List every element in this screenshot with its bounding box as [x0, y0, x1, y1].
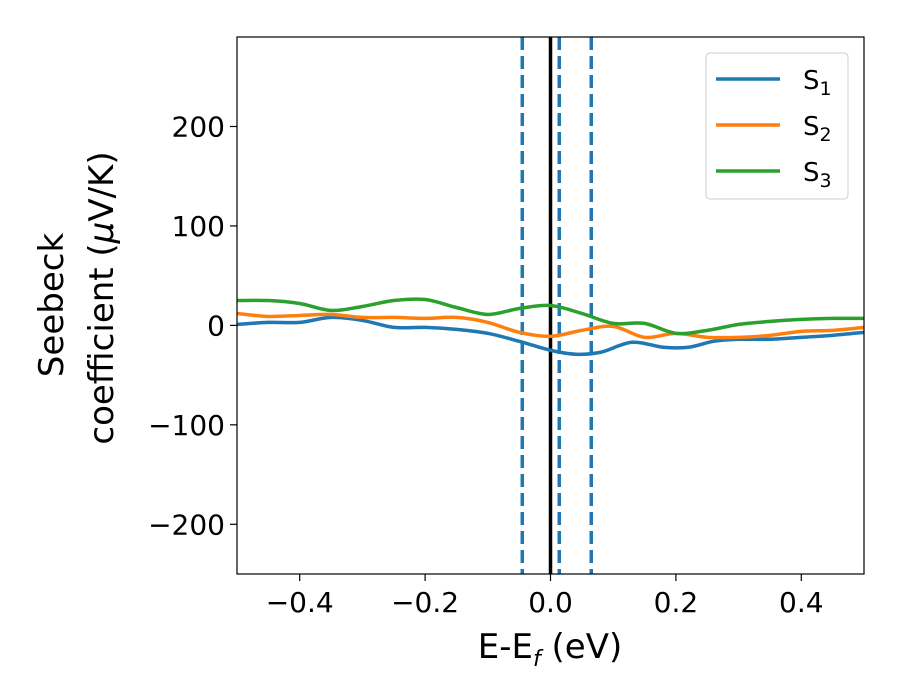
- series-line-s1: [237, 315, 864, 357]
- x-axis-label-sub: f: [533, 647, 544, 672]
- x-axis-label-unit: (eV): [541, 627, 623, 667]
- y-tick-label: −100: [148, 409, 225, 442]
- y-axis-label-mu: μ: [82, 222, 122, 245]
- x-tick-label: −0.4: [266, 586, 334, 619]
- legend-label-s2: S2: [803, 112, 832, 146]
- x-tick-label: 0.4: [779, 586, 824, 619]
- y-axis-label-unit: V/K): [82, 151, 122, 221]
- y-axis-label-line2: coefficient (μV/K): [82, 151, 122, 444]
- series-line-s3: [237, 297, 864, 336]
- x-tick-label: −0.2: [391, 586, 459, 619]
- y-tick-label: 100: [172, 210, 225, 243]
- x-tick-label: 0.2: [654, 586, 699, 619]
- y-tick-label: 200: [172, 111, 225, 144]
- y-tick-label: −200: [148, 508, 225, 541]
- y-axis-label: Seebeck coefficient (μV/K): [32, 151, 122, 444]
- x-tick-label: 0.0: [528, 586, 573, 619]
- legend: S1 S2 S3: [705, 52, 849, 200]
- y-axis-label-text: coefficient (: [82, 243, 122, 444]
- x-axis-label: E-Ef (eV): [478, 627, 623, 672]
- y-axis-label-line1: Seebeck: [32, 233, 72, 378]
- legend-label-s1: S1: [803, 66, 832, 100]
- series-line-s2: [237, 311, 864, 340]
- y-tick-label: 0: [207, 309, 225, 342]
- x-axis-label-main: E-E: [478, 627, 533, 667]
- legend-label-s3: S3: [803, 158, 832, 192]
- y-axis-ticks: −200 −100 0 100 200: [148, 111, 237, 541]
- series-group: [237, 297, 864, 357]
- x-axis-ticks: −0.4 −0.2 0.0 0.2 0.4: [266, 574, 824, 619]
